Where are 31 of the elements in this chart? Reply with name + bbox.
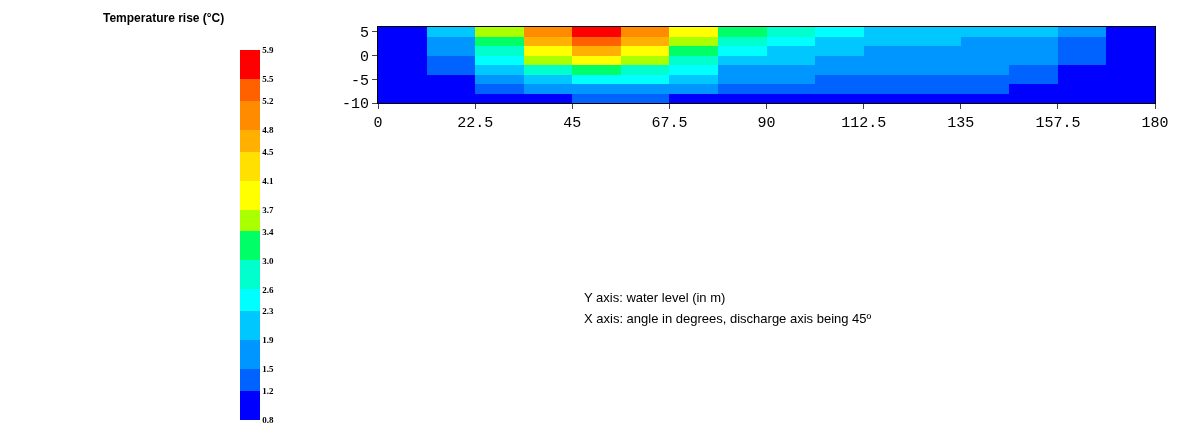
color-bar-label: 1.2 xyxy=(262,386,275,397)
color-bar-label: 0.8 xyxy=(262,415,275,426)
y-tick-label: -10 xyxy=(341,96,369,114)
x-tick-label: 112.5 xyxy=(841,115,887,132)
text: Y axis: water level (in m) xyxy=(584,290,726,305)
y-tick-label: 5 xyxy=(359,25,369,42)
color-bar-title: Temperature rise (°C) xyxy=(103,11,225,25)
color-bar-label: 2.3 xyxy=(262,306,275,317)
x-tick-label: 45 xyxy=(563,115,582,132)
color-bar-label: 4.5 xyxy=(262,146,275,157)
color-bar-label: 3.4 xyxy=(262,226,275,237)
x-tick-label: 135 xyxy=(947,115,975,132)
y-tick-label: 0 xyxy=(359,48,369,66)
color-bar-label: 4.8 xyxy=(262,124,275,135)
color-bar-label: 5.2 xyxy=(262,95,275,106)
color-bar-label: 3.0 xyxy=(262,255,275,266)
color-bar-label: 3.7 xyxy=(262,204,275,215)
x-tick-label: 90 xyxy=(757,115,776,132)
x-tick-label: 0 xyxy=(373,115,383,132)
text: X axis: angle in degrees, discharge axis being 45º xyxy=(584,311,872,326)
color-bar-label: 5.9 xyxy=(262,45,275,56)
x-tick-label: 157.5 xyxy=(1035,115,1081,132)
y-tick-label: -5 xyxy=(350,72,369,90)
x-tick-label: 67.5 xyxy=(651,115,688,132)
color-bar-label: 2.6 xyxy=(262,284,275,295)
x-tick-label: 180 xyxy=(1141,115,1169,132)
x-tick-label: 22.5 xyxy=(457,115,494,132)
color-bar-label: 4.1 xyxy=(262,175,275,186)
color-bar-label: 5.5 xyxy=(262,74,275,85)
color-bar-label: 1.5 xyxy=(262,364,275,375)
color-bar-label: 1.9 xyxy=(262,335,275,346)
